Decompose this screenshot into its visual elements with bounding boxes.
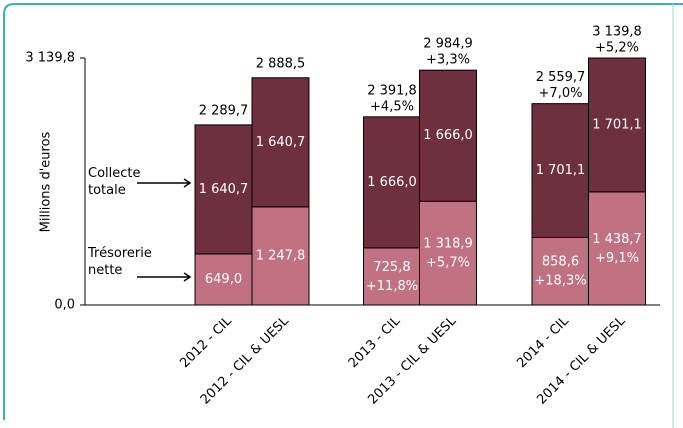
frame bbox=[3, 3, 683, 420]
growth-label: +5,2% bbox=[595, 41, 639, 56]
total-label: 2 391,8 bbox=[367, 83, 417, 98]
total-label: 3 139,8 bbox=[592, 25, 642, 40]
growth-label: +11,8% bbox=[366, 279, 418, 294]
data-label: 1 318,9 bbox=[423, 237, 473, 252]
total-label: 2 289,7 bbox=[199, 103, 249, 118]
y-tick-label: 0,0 bbox=[54, 298, 75, 313]
bar-segment bbox=[251, 77, 310, 208]
data-label: 1 640,7 bbox=[199, 182, 249, 197]
x-tick-label: 2014 - CIL bbox=[514, 313, 572, 371]
annotation: Trésorerie nette bbox=[88, 246, 152, 278]
x-tick-label: 2012 - CIL bbox=[177, 313, 235, 371]
growth-label: +3,3% bbox=[426, 53, 470, 68]
bar-segment bbox=[531, 236, 590, 306]
y-axis-label: Millions d'euros bbox=[39, 131, 54, 232]
data-label: 649,0 bbox=[205, 272, 242, 287]
growth-label: +7,0% bbox=[539, 86, 583, 101]
data-label: 1 666,0 bbox=[423, 128, 473, 143]
total-label: 2 559,7 bbox=[536, 70, 586, 85]
growth-label: +9,1% bbox=[595, 251, 639, 266]
growth-label: +4,5% bbox=[370, 99, 414, 114]
arrow bbox=[137, 178, 192, 188]
y-tick-label: 3 139,8 bbox=[25, 51, 75, 66]
data-label: 1 666,0 bbox=[367, 175, 417, 190]
data-label: 1 247,8 bbox=[256, 248, 306, 263]
bar-segment bbox=[531, 103, 590, 238]
total-label: 2 888,5 bbox=[256, 56, 306, 71]
total-label: 2 984,9 bbox=[423, 37, 473, 52]
bar-segment bbox=[363, 247, 421, 306]
bar-segment bbox=[251, 206, 310, 306]
growth-label: +5,7% bbox=[426, 256, 470, 271]
growth-label: +18,3% bbox=[534, 274, 586, 289]
bar-segment bbox=[419, 200, 477, 306]
data-label: 1 438,7 bbox=[592, 232, 642, 247]
data-label: 858,6 bbox=[542, 255, 579, 270]
arrow bbox=[137, 272, 192, 282]
bar-segment bbox=[194, 124, 253, 255]
bar-segment bbox=[588, 57, 646, 193]
bar-segment bbox=[588, 191, 646, 306]
bar-segment bbox=[419, 69, 477, 202]
data-label: 1 640,7 bbox=[256, 135, 306, 150]
data-label: 1 701,1 bbox=[592, 117, 642, 132]
data-label: 1 701,1 bbox=[536, 163, 586, 178]
bar-segment bbox=[363, 116, 421, 249]
annotation: Collecte totale bbox=[88, 166, 141, 198]
data-label: 725,8 bbox=[373, 260, 410, 275]
x-tick-label: 2013 - CIL bbox=[346, 313, 404, 371]
